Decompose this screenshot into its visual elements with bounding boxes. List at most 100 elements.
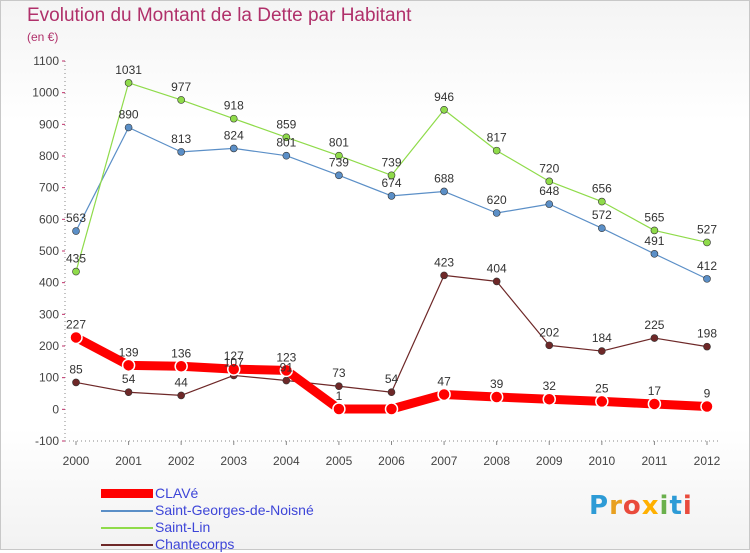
data-point bbox=[650, 226, 659, 235]
data-label: 39 bbox=[490, 377, 504, 391]
x-tick-label: 2011 bbox=[642, 454, 668, 468]
x-tick-label: 2010 bbox=[588, 454, 615, 468]
data-point bbox=[492, 277, 501, 286]
legend-swatch bbox=[101, 489, 153, 498]
data-label: 620 bbox=[487, 193, 507, 207]
y-tick-label: 900 bbox=[39, 117, 59, 131]
data-label: 1031 bbox=[115, 63, 142, 77]
data-label: 198 bbox=[697, 327, 717, 341]
data-point bbox=[598, 347, 606, 355]
data-point bbox=[647, 397, 662, 411]
data-point bbox=[69, 330, 83, 345]
data-label: 25 bbox=[595, 381, 609, 395]
data-label: 54 bbox=[122, 372, 136, 386]
data-point bbox=[174, 359, 188, 374]
chart-title: Evolution du Montant de la Dette par Hab… bbox=[27, 5, 412, 26]
data-label: 91 bbox=[280, 361, 294, 375]
data-point bbox=[282, 133, 291, 142]
data-point bbox=[282, 151, 291, 160]
data-point bbox=[282, 376, 291, 385]
logo-letter: P bbox=[589, 491, 610, 521]
y-tick-label: -100 bbox=[35, 434, 59, 448]
data-point bbox=[72, 267, 80, 276]
data-point bbox=[595, 394, 609, 409]
data-point bbox=[700, 399, 714, 414]
data-label: 801 bbox=[276, 136, 296, 150]
y-tick-label: 1100 bbox=[33, 54, 59, 68]
data-point bbox=[440, 105, 448, 114]
series-layer bbox=[69, 79, 714, 416]
legend-label: Saint-Lin bbox=[155, 519, 211, 535]
x-tick-label: 2001 bbox=[115, 454, 142, 468]
data-label: 412 bbox=[697, 259, 717, 273]
data-label: 1 bbox=[336, 389, 343, 403]
data-label: 813 bbox=[171, 132, 191, 146]
proxiti-logo: Proxiti bbox=[589, 491, 693, 521]
x-tick-label: 2002 bbox=[168, 454, 195, 468]
data-label: 17 bbox=[648, 384, 662, 398]
x-tick-label: 2004 bbox=[273, 454, 300, 468]
data-point bbox=[335, 171, 343, 180]
data-point bbox=[440, 271, 448, 280]
data-labels: 227 139 136 127 123 1 47 39 32 25 17 9 563 890 813 824 8… bbox=[66, 63, 717, 403]
data-label: 85 bbox=[69, 362, 83, 376]
data-label: 674 bbox=[381, 176, 401, 190]
data-point bbox=[279, 363, 294, 378]
logo-letter: i bbox=[659, 491, 670, 521]
data-label: 435 bbox=[66, 252, 86, 266]
data-point bbox=[598, 224, 606, 232]
data-point bbox=[492, 209, 501, 217]
data-label: 527 bbox=[697, 222, 717, 236]
x-tick-label: 2005 bbox=[326, 454, 353, 468]
data-point bbox=[489, 390, 504, 404]
data-label: 859 bbox=[276, 117, 296, 131]
legend-label: Chantecorps bbox=[155, 536, 235, 552]
data-point bbox=[335, 382, 343, 391]
axes: -100 0 100 200 300 400 500 600 700 800 900 1000 1100… bbox=[32, 54, 721, 468]
x-tick-label: 2009 bbox=[536, 454, 563, 468]
data-label: 739 bbox=[381, 155, 401, 169]
x-tick-label: 2003 bbox=[220, 454, 247, 468]
data-point bbox=[229, 144, 238, 153]
legend-swatch bbox=[101, 544, 153, 546]
data-point bbox=[650, 250, 659, 258]
data-label: 9 bbox=[704, 386, 711, 400]
data-point bbox=[72, 227, 80, 235]
logo-letter: i bbox=[682, 491, 693, 521]
data-point bbox=[177, 96, 185, 104]
data-label: 32 bbox=[543, 379, 557, 393]
data-label: 739 bbox=[329, 155, 349, 169]
x-tick-label: 2006 bbox=[378, 454, 405, 468]
y-tick-label: 0 bbox=[52, 402, 59, 416]
y-tick-label: 300 bbox=[39, 307, 59, 321]
data-label: 127 bbox=[224, 349, 244, 363]
data-point bbox=[545, 177, 554, 186]
data-label: 824 bbox=[224, 128, 244, 142]
data-label: 139 bbox=[119, 345, 139, 359]
series-line-1 bbox=[75, 126, 708, 280]
y-tick-label: 400 bbox=[39, 276, 59, 290]
data-label: 977 bbox=[171, 80, 191, 94]
data-point bbox=[387, 388, 396, 397]
data-point bbox=[703, 275, 711, 283]
y-tick-label: 500 bbox=[39, 244, 59, 258]
logo-letter: t bbox=[669, 491, 683, 521]
data-label: 918 bbox=[224, 99, 244, 113]
data-label: 227 bbox=[66, 317, 86, 331]
data-point bbox=[124, 388, 133, 397]
data-label: 107 bbox=[224, 355, 244, 369]
y-tick-label: 600 bbox=[39, 212, 59, 226]
x-tick-label: 2007 bbox=[431, 454, 458, 468]
logo-letter: r bbox=[609, 491, 623, 521]
legend-swatch bbox=[101, 510, 153, 512]
y-tick-label: 100 bbox=[39, 371, 59, 385]
data-label: 136 bbox=[171, 346, 191, 360]
data-point bbox=[545, 341, 554, 350]
data-label: 44 bbox=[174, 375, 188, 389]
data-point bbox=[335, 151, 343, 160]
y-tick-label: 700 bbox=[39, 181, 59, 195]
data-point bbox=[440, 187, 448, 196]
y-tick-label: 1000 bbox=[32, 86, 59, 100]
data-label: 890 bbox=[119, 108, 139, 122]
